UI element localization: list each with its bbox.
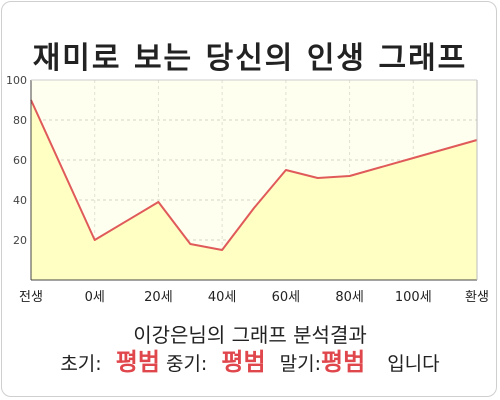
y-tick-labels: 20 40 60 80 100 <box>6 74 27 247</box>
y-tick-label: 20 <box>13 234 27 247</box>
mid-label: 중기: <box>166 353 207 375</box>
x-tick-label: 0세 <box>85 290 105 305</box>
x-tick-label: 60세 <box>272 290 301 305</box>
x-tick-label: 80세 <box>335 290 364 305</box>
early-label: 초기: <box>60 353 101 375</box>
late-label: 말기: <box>280 353 321 375</box>
y-tick-label: 60 <box>13 154 27 167</box>
x-tick-label: 100세 <box>395 290 432 305</box>
x-tick-label: 40세 <box>208 290 237 305</box>
result-suffix: 입니다 <box>387 353 439 375</box>
y-tick-label: 100 <box>6 74 27 87</box>
x-tick-label: 전생 <box>19 290 43 305</box>
early-value: 평범 <box>116 348 160 376</box>
analysis-result: 초기: 평범 중기: 평범 말기:평범 입니다 <box>0 342 500 377</box>
late-value: 평범 <box>321 348 365 376</box>
y-tick-label: 40 <box>13 194 27 207</box>
mid-value: 평범 <box>221 348 265 376</box>
x-tick-labels: 전생 0세 20세 40세 60세 80세 100세 환생 <box>19 290 489 305</box>
x-tick-label: 환생 <box>465 290 489 305</box>
x-tick-label: 20세 <box>144 290 173 305</box>
y-tick-label: 80 <box>13 114 27 127</box>
